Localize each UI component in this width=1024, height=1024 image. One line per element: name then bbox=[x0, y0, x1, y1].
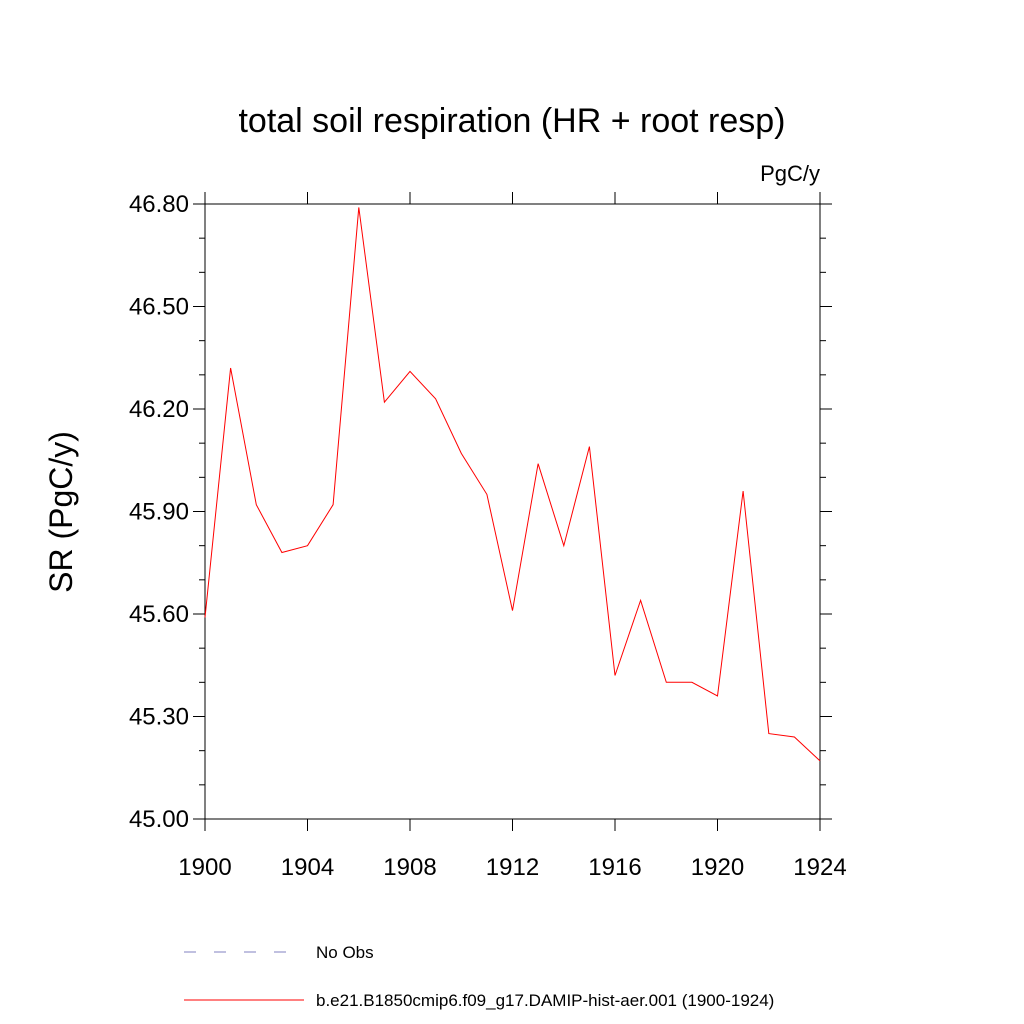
axis-ticks: 45.00 45.30 45.60 45.90 46.20 46.50 46.80 1900 1… bbox=[129, 191, 847, 881]
units-label: PgC/y bbox=[760, 161, 820, 186]
chart-title: total soil respiration (HR + root resp) bbox=[238, 102, 785, 140]
y-tick-label: 45.30 bbox=[129, 704, 189, 731]
y-axis-label: SR (PgC/y) bbox=[43, 431, 79, 593]
x-tick-label: 1920 bbox=[691, 854, 744, 881]
y-tick-label: 46.20 bbox=[129, 396, 189, 423]
x-tick-label: 1900 bbox=[178, 854, 231, 881]
legend-label: b.e21.B1850cmip6.f09_g17.DAMIP-hist-aer.… bbox=[316, 991, 774, 1010]
x-tick-label: 1908 bbox=[383, 854, 436, 881]
x-tick-label: 1924 bbox=[793, 854, 846, 881]
plot-frame bbox=[204, 203, 821, 820]
x-tick-label: 1904 bbox=[281, 854, 334, 881]
x-tick-label: 1912 bbox=[486, 854, 539, 881]
y-tick-label: 45.00 bbox=[129, 806, 189, 833]
y-tick-label: 46.80 bbox=[129, 191, 189, 218]
series-group bbox=[204, 207, 821, 762]
legend-label: No Obs bbox=[316, 943, 374, 962]
y-tick-label: 45.60 bbox=[129, 601, 189, 628]
x-tick-label: 1916 bbox=[588, 854, 641, 881]
series-line-0 bbox=[204, 207, 821, 762]
y-tick-label: 46.50 bbox=[129, 294, 189, 321]
y-tick-label: 45.90 bbox=[129, 499, 189, 526]
legend: No Obs b.e21.B1850cmip6.f09_g17.DAMIP-his… bbox=[184, 943, 774, 1010]
